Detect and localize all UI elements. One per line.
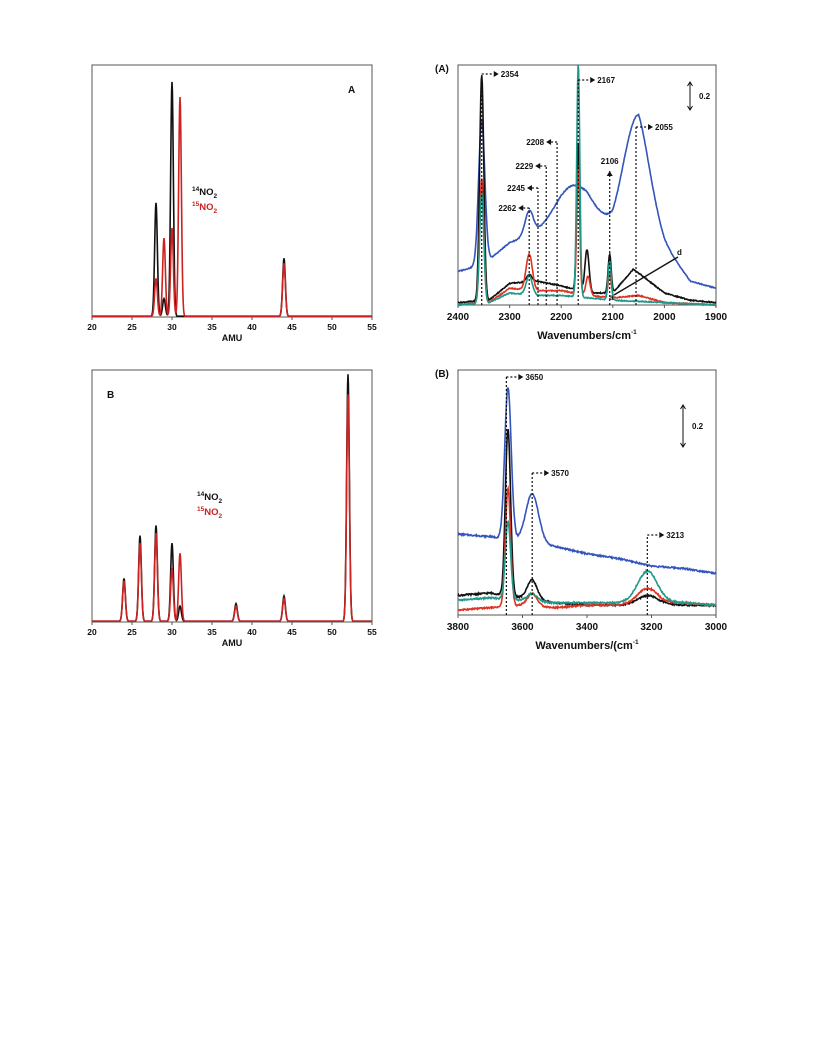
x-tick-label: 3000 [705, 622, 728, 633]
peak-marker-arrowhead [535, 163, 541, 169]
x-axis-label: Wavenumbers/cm-1 [537, 329, 637, 342]
peak-label: 2055 [655, 123, 673, 132]
x-tick-label: 50 [327, 627, 337, 637]
peak-label: 2229 [515, 162, 533, 171]
x-tick-label: 3400 [576, 622, 599, 633]
x-tick-label: 2000 [653, 312, 676, 323]
x-tick-label: 40 [247, 322, 257, 332]
x-tick-label: 3200 [640, 622, 663, 633]
spectrum-line [457, 387, 717, 576]
spectrum-line [457, 65, 717, 307]
peak-label: 3570 [551, 469, 569, 478]
legend-entry: 15NO2 [192, 201, 217, 215]
x-tick-label: 35 [207, 322, 217, 332]
peak-marker-arrowhead [518, 205, 524, 211]
peak-label: 2262 [498, 204, 516, 213]
legend-entry: 14NO2 [197, 491, 222, 505]
plot-frame [91, 369, 373, 623]
series-line-15NO2 [92, 394, 372, 622]
curve-label: a [609, 293, 614, 302]
x-axis-label: Wavenumbers/(cm-1 [535, 639, 639, 652]
plot-frame [457, 369, 717, 616]
panel-label: (A) [435, 64, 449, 75]
peak-label: 2106 [601, 157, 619, 166]
peak-label: 3650 [525, 373, 543, 382]
scale-bar-label: 0.2 [699, 92, 711, 101]
panel-label: (B) [435, 369, 449, 380]
x-tick-label: 3600 [511, 622, 534, 633]
x-tick-label: 45 [287, 627, 297, 637]
peak-marker-arrowhead [546, 139, 552, 145]
peak-marker-arrowhead [518, 374, 524, 380]
x-tick-label: 2300 [498, 312, 521, 323]
peak-marker-arrowhead [493, 71, 499, 77]
x-tick-label: 1900 [705, 312, 728, 323]
spectrum-line [457, 75, 717, 304]
x-tick-label: 50 [327, 322, 337, 332]
ir-spectrum-a: 2400 2300 2200 2100 2000 1900 Wavenumbers/cm-1… [435, 64, 728, 342]
scale-bar-arrow [680, 442, 686, 448]
x-tick-label: 20 [87, 627, 97, 637]
panel-label: B [107, 390, 114, 401]
scale-bar-arrow [687, 81, 693, 87]
spectrum-line [457, 113, 717, 290]
peak-label: 2245 [507, 184, 525, 193]
x-tick-label: 35 [207, 627, 217, 637]
plot-frame [91, 64, 373, 318]
x-tick-label: 2200 [550, 312, 573, 323]
x-tick-label: 25 [127, 322, 137, 332]
x-tick-label: 55 [367, 627, 377, 637]
x-tick-label: 30 [167, 627, 177, 637]
peak-marker-arrowhead [590, 77, 596, 83]
curve-label-line [613, 256, 679, 296]
x-tick-label: 20 [87, 322, 97, 332]
panel-label: A [348, 85, 355, 96]
scale-bar-arrow [687, 105, 693, 111]
peak-marker-arrowhead [544, 470, 550, 476]
peak-marker-arrowhead [659, 532, 665, 538]
x-tick-label: 45 [287, 322, 297, 332]
series-line-14NO2 [92, 374, 372, 622]
spectrum-line [457, 428, 717, 609]
peak-label: 2354 [501, 70, 519, 79]
x-tick-label: 30 [167, 322, 177, 332]
plot-frame [457, 64, 717, 306]
curve-label: d [677, 248, 682, 257]
peak-marker-arrowhead [648, 124, 654, 130]
legend-entry: 14NO2 [192, 186, 217, 200]
x-tick-label: 25 [127, 627, 137, 637]
scale-bar-arrow [680, 404, 686, 410]
peak-label: 2208 [526, 138, 544, 147]
scale-bar-label: 0.2 [692, 422, 704, 431]
x-axis-label: AMU [222, 333, 243, 343]
peak-label: 3213 [666, 531, 684, 540]
spectrum-line [457, 169, 717, 307]
x-tick-label: 55 [367, 322, 377, 332]
spectrum-line [457, 485, 717, 612]
series-line-14NO2 [92, 81, 372, 317]
peak-label: 2167 [597, 76, 615, 85]
ir-spectrum-b: 3800 3600 3400 3200 3000 Wavenumbers/(cm-1 (B)… [435, 369, 728, 652]
peak-marker-arrowhead [526, 185, 532, 191]
x-axis-label: AMU [222, 638, 243, 648]
series-line-15NO2 [92, 96, 372, 317]
x-tick-label: 2100 [602, 312, 625, 323]
spectrum-line [457, 519, 717, 608]
x-tick-label: 2400 [447, 312, 470, 323]
peak-marker-arrowhead [606, 171, 613, 176]
x-tick-label: 40 [247, 627, 257, 637]
x-tick-label: 3800 [447, 622, 470, 633]
legend-entry: 15NO2 [197, 506, 222, 520]
